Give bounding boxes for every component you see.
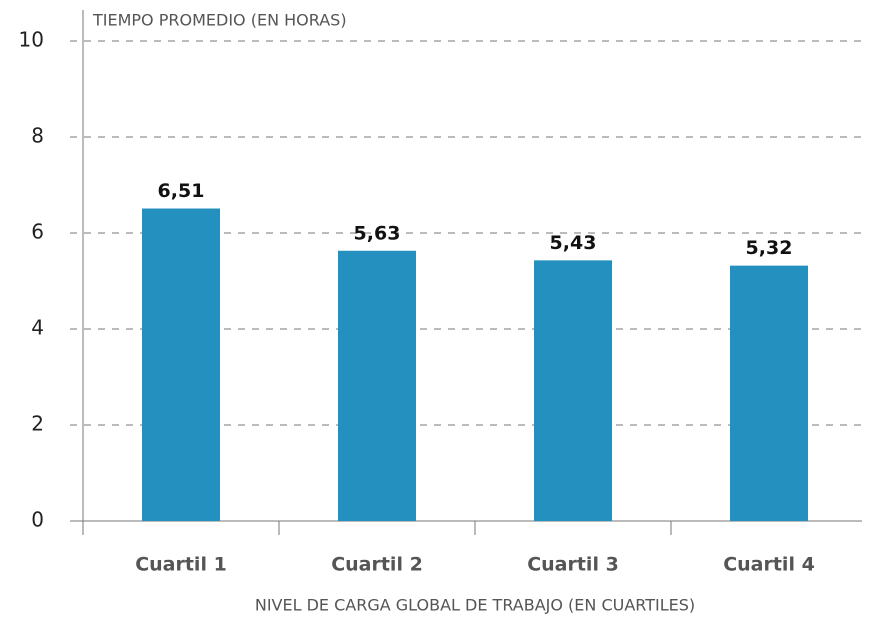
x-tick-label: Cuartil 4	[723, 554, 815, 576]
value-label: 5,63	[354, 222, 401, 244]
y-tick-label: 0	[31, 508, 44, 532]
y-tick-label: 6	[31, 220, 44, 244]
value-label: 5,32	[746, 237, 793, 259]
bar	[338, 250, 416, 521]
x-tick-label: Cuartil 3	[527, 554, 619, 576]
value-label: 5,43	[550, 232, 597, 254]
y-tick-label: 10	[19, 28, 44, 52]
y-tick-label: 8	[31, 124, 44, 148]
x-tick-label: Cuartil 1	[135, 554, 227, 576]
bar	[730, 265, 808, 521]
bar	[534, 260, 612, 521]
x-tick-label: Cuartil 2	[331, 554, 423, 576]
chart-title: TIEMPO PROMEDIO (EN HORAS)	[92, 11, 347, 30]
value-label: 6,51	[158, 180, 205, 202]
x-axis-label: NIVEL DE CARGA GLOBAL DE TRABAJO (EN CUA…	[255, 596, 695, 615]
y-tick-label: 2	[31, 412, 44, 436]
y-tick-label: 4	[31, 316, 44, 340]
bar	[142, 208, 220, 521]
